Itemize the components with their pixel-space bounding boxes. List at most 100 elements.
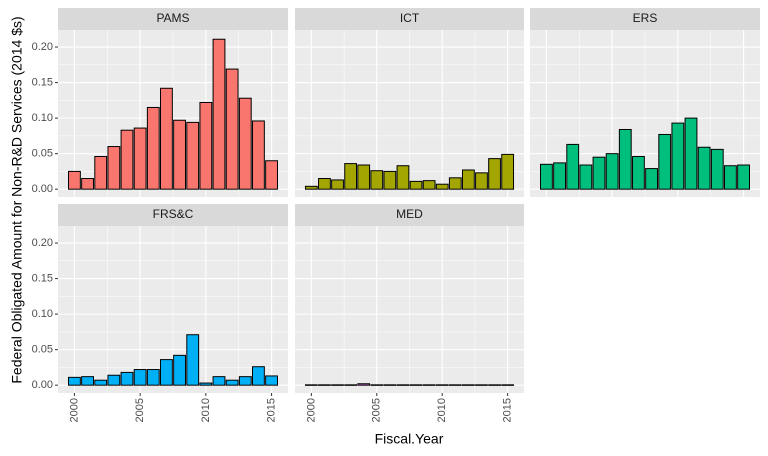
bar	[133, 127, 147, 190]
bar	[357, 383, 371, 386]
bar	[383, 384, 397, 386]
strip-label: FRS&C	[153, 207, 194, 221]
bar	[146, 106, 160, 190]
bar	[435, 183, 449, 190]
bar	[579, 164, 593, 190]
bar	[238, 376, 252, 386]
bar	[671, 122, 685, 190]
bar	[344, 384, 358, 386]
x-axis-title: Fiscal.Year	[375, 431, 444, 447]
bar	[488, 384, 501, 386]
bar	[658, 133, 672, 190]
bar	[68, 376, 81, 386]
x-tick-label: 2010	[436, 398, 448, 422]
bar	[252, 120, 265, 190]
strip	[295, 204, 524, 226]
y-tick-label: 0.10	[32, 112, 53, 124]
x-tick-label: 2000	[305, 398, 317, 422]
bar	[422, 384, 436, 386]
bar	[684, 117, 698, 190]
bar	[409, 180, 423, 190]
bar	[212, 38, 226, 190]
bar	[409, 384, 423, 386]
bar	[120, 129, 134, 190]
bar	[199, 101, 213, 190]
bar	[475, 384, 488, 386]
bar	[724, 165, 737, 190]
bar	[173, 119, 186, 190]
bar	[737, 164, 750, 190]
bar	[553, 162, 566, 190]
bar	[265, 375, 278, 386]
bar	[186, 121, 200, 190]
x-tick-label: 2010	[200, 398, 212, 422]
y-tick-label: 0.05	[32, 148, 53, 160]
bar	[396, 165, 410, 190]
bar	[501, 384, 515, 386]
bar	[448, 384, 462, 386]
bar	[618, 128, 632, 190]
x-tick-label: 2005	[134, 398, 146, 422]
bar	[265, 160, 278, 190]
bar	[146, 369, 160, 386]
bar	[566, 143, 580, 190]
bar	[370, 384, 384, 386]
strip	[58, 8, 288, 30]
bar	[540, 163, 553, 190]
strip	[530, 8, 760, 30]
bar	[212, 376, 226, 386]
bar	[357, 164, 371, 190]
bar	[331, 384, 344, 386]
bar	[461, 384, 475, 386]
bar	[225, 379, 239, 386]
bar	[107, 374, 121, 386]
strip	[58, 204, 288, 226]
bar	[160, 359, 173, 386]
strip-label: PAMS	[156, 11, 189, 25]
bar	[81, 178, 94, 190]
bar	[448, 177, 462, 190]
strip-label: ERS	[633, 11, 658, 25]
bar	[501, 153, 515, 190]
y-tick-label: 0.05	[32, 344, 53, 356]
bar	[697, 146, 711, 190]
bar	[592, 156, 606, 190]
bar	[331, 179, 344, 190]
bar	[94, 155, 108, 190]
bar	[133, 369, 147, 386]
y-tick-label: 0.15	[32, 76, 53, 88]
bar	[435, 384, 449, 386]
bar	[344, 163, 358, 190]
strip	[295, 8, 524, 30]
y-tick-label: 0.20	[32, 41, 53, 53]
bar	[318, 384, 331, 386]
bar	[68, 170, 81, 190]
x-tick-label: 2015	[265, 398, 277, 422]
bar	[107, 146, 121, 190]
bar	[383, 170, 397, 190]
y-tick-label: 0.15	[32, 272, 53, 284]
bar	[632, 155, 645, 190]
bar	[488, 158, 501, 190]
bar	[173, 354, 186, 386]
y-axis-title: Federal Obligated Amount for Non-R&D Ser…	[9, 16, 25, 383]
bar	[461, 169, 475, 190]
bar	[120, 371, 134, 386]
bar	[186, 334, 200, 386]
bar	[81, 376, 94, 386]
x-tick-label: 2000	[68, 398, 80, 422]
x-tick-label: 2005	[371, 398, 383, 422]
bar	[304, 185, 318, 190]
bar	[252, 366, 265, 386]
strip-label: ICT	[400, 11, 420, 25]
bar	[370, 170, 384, 190]
bar	[225, 68, 239, 190]
bar	[645, 168, 658, 190]
bar	[605, 153, 619, 190]
bar	[318, 178, 331, 190]
bar	[710, 148, 724, 190]
y-tick-label: 0.20	[32, 237, 53, 249]
bar	[396, 384, 410, 386]
bar	[160, 87, 173, 190]
